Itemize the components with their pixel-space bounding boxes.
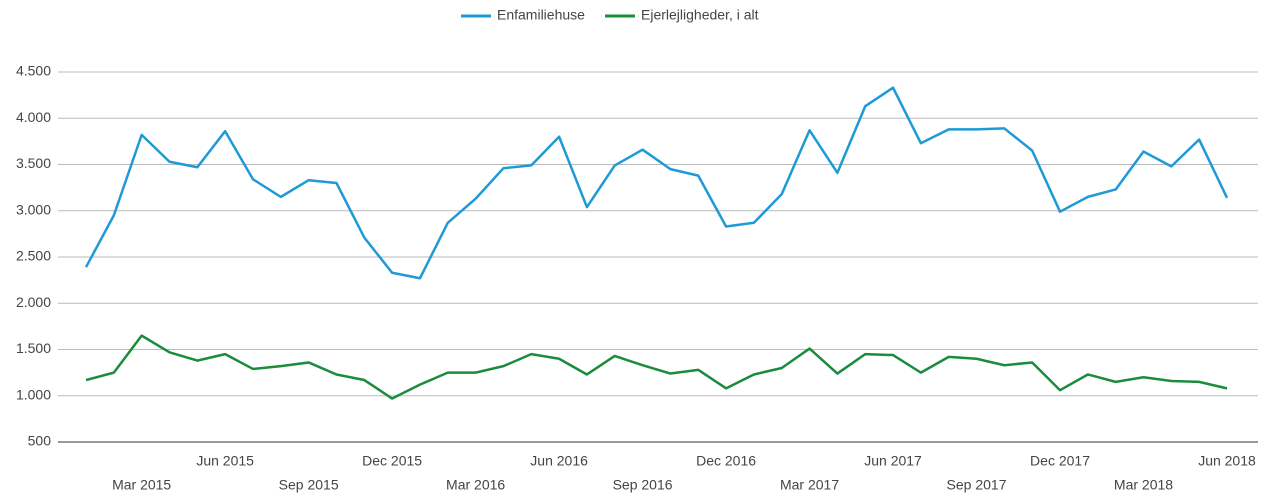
x-tick-label: Mar 2017	[780, 477, 839, 493]
x-tick-label: Jun 2017	[864, 453, 922, 469]
x-tick-label: Jun 2016	[530, 453, 588, 469]
x-tick-label: Jun 2018	[1198, 453, 1256, 469]
y-tick-label: 2.000	[16, 294, 51, 310]
series-line	[85, 334, 1228, 400]
y-tick-label: 3.500	[16, 155, 51, 171]
legend-label: Ejerlejligheder, i alt	[641, 7, 759, 23]
series-line	[84, 86, 1229, 280]
x-tick-label: Sep 2016	[613, 477, 673, 493]
x-tick-label: Sep 2017	[947, 477, 1007, 493]
x-tick-label: Mar 2016	[446, 477, 505, 493]
y-tick-label: 1.500	[16, 340, 51, 356]
y-tick-label: 3.000	[16, 201, 51, 217]
x-tick-label: Dec 2015	[362, 453, 422, 469]
y-tick-label: 4.000	[16, 109, 51, 125]
y-tick-label: 1.000	[16, 386, 51, 402]
x-tick-label: Mar 2018	[1114, 477, 1173, 493]
legend-label: Enfamiliehuse	[497, 7, 585, 23]
x-tick-label: Jun 2015	[196, 453, 254, 469]
y-tick-label: 500	[28, 433, 52, 449]
x-tick-label: Dec 2017	[1030, 453, 1090, 469]
x-tick-label: Dec 2016	[696, 453, 756, 469]
x-tick-label: Mar 2015	[112, 477, 171, 493]
x-tick-label: Sep 2015	[279, 477, 339, 493]
y-tick-label: 2.500	[16, 248, 51, 264]
y-tick-label: 4.500	[16, 63, 51, 79]
